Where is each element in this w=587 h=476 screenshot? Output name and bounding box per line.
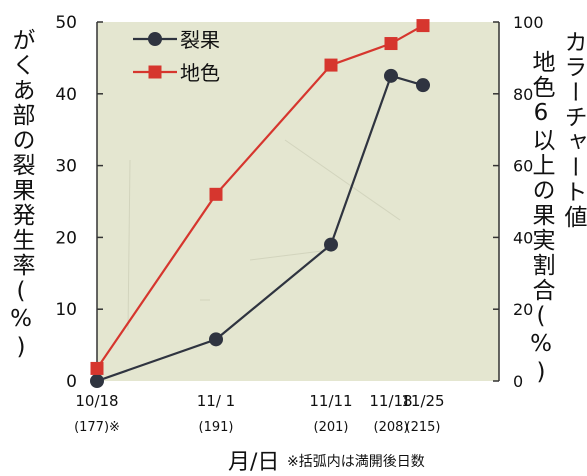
y-axis-right-label-line1: カラーチャート値 (560, 30, 586, 230)
y-right-tick-label: 20 (513, 300, 533, 319)
y-left-tick-label: 40 (55, 85, 77, 105)
plot-area (97, 22, 499, 381)
y-left-tick-label: 30 (55, 157, 77, 177)
x-tick-sublabel: (208) (374, 420, 409, 435)
y-left-tick-label: 50 (55, 13, 77, 33)
x-tick-label: 11/25 (401, 392, 444, 410)
data-point (416, 19, 430, 33)
data-point (209, 332, 223, 347)
data-point (324, 58, 338, 72)
y-left-tick-label: 20 (55, 228, 77, 248)
x-tick-sublabel: (191) (199, 420, 234, 435)
x-tick-sublabel: (201) (314, 420, 349, 435)
x-tick-label: 11/18 (369, 392, 412, 410)
texture-line (284, 139, 401, 221)
legend-label: 裂果 (180, 28, 220, 52)
y-right-tick-label: 100 (513, 13, 544, 32)
x-tick-label: 10/18 (75, 392, 118, 410)
y-right-tick-label: 60 (513, 157, 533, 176)
texture-line (127, 159, 131, 331)
series-layer (90, 19, 430, 388)
x-tick-label: 11/ 1 (197, 392, 235, 410)
y-right-tick-label: 0 (513, 372, 523, 391)
data-point (90, 374, 104, 388)
y-left-tick-label: 0 (66, 372, 77, 392)
y-axis-left-label: がくあ部の裂果発生率(%) (8, 28, 34, 362)
y-right-tick-label: 40 (513, 228, 533, 247)
x-axis-note: ※括弧内は満開後日数 (287, 451, 425, 471)
data-point (209, 187, 223, 201)
axes: 0 10 20 30 40 50 0 20 40 60 80 100 10/18 (177)※ 11/ 1 (… (55, 13, 543, 435)
y-right-tick-label: 80 (513, 85, 533, 104)
legend-marker (148, 65, 162, 79)
x-tick-sublabel: (177)※ (74, 420, 120, 435)
texture-line (249, 249, 331, 261)
data-point (384, 68, 398, 83)
legend-label: 地色 (180, 61, 220, 85)
x-tick-sublabel: (215) (406, 420, 441, 435)
y-left-tick-label: 10 (55, 300, 77, 320)
data-point (416, 78, 430, 93)
plot-texture (127, 139, 401, 331)
y-axis-right-label-line2: 地色6以上の果実割合(%) (528, 50, 554, 387)
x-axis-label: 月/日 (228, 450, 280, 475)
x-axis-note-text: ※括弧内は満開後日数 (287, 454, 425, 470)
data-point (324, 237, 338, 252)
x-tick-label: 11/11 (309, 392, 352, 410)
legend-marker (148, 32, 162, 46)
data-point (90, 361, 104, 375)
data-point (384, 37, 398, 51)
